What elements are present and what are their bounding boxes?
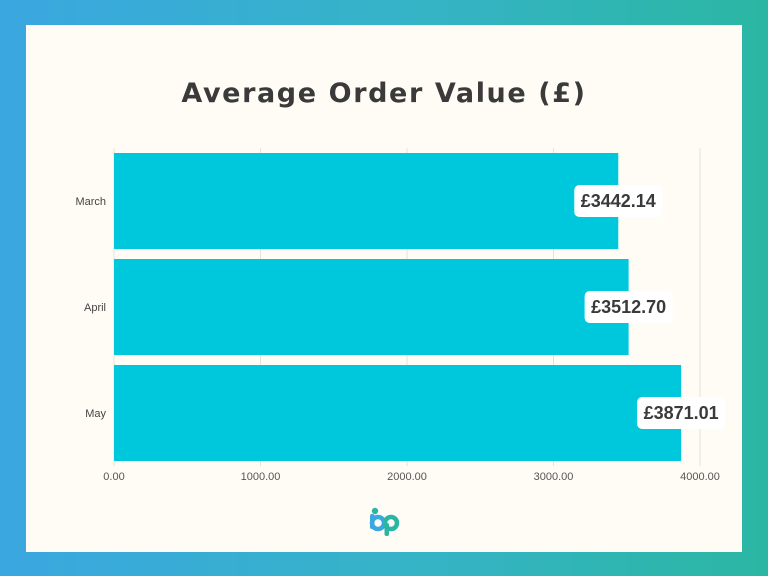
bar-march bbox=[114, 153, 619, 249]
x-tick-label: 2000.00 bbox=[387, 471, 427, 483]
category-labels: March April May bbox=[75, 196, 106, 420]
x-tick-labels: 0.00 1000.00 2000.00 3000.00 4000.00 bbox=[103, 471, 720, 483]
bars bbox=[114, 153, 682, 461]
category-label: March bbox=[75, 196, 106, 208]
x-tick-label: 3000.00 bbox=[534, 471, 574, 483]
category-label: May bbox=[85, 408, 106, 420]
bp-logo-icon bbox=[369, 507, 400, 536]
value-label-box bbox=[584, 291, 673, 323]
value-label-text: £3512.70 bbox=[591, 297, 666, 317]
value-label-text: £3871.01 bbox=[644, 403, 719, 423]
value-labels: £3442.14 £3512.70 £3871.01 bbox=[574, 185, 726, 429]
x-tick-label: 0.00 bbox=[103, 471, 124, 483]
value-label: £3442.14 bbox=[574, 185, 663, 217]
value-label-box bbox=[637, 397, 726, 429]
value-label: £3871.01 bbox=[637, 397, 726, 429]
x-tick-label: 4000.00 bbox=[680, 471, 720, 483]
value-label-text: £3442.14 bbox=[581, 191, 656, 211]
x-tick-label: 1000.00 bbox=[241, 471, 281, 483]
bar-may bbox=[114, 365, 682, 461]
category-label: April bbox=[84, 302, 106, 314]
value-label-box bbox=[574, 185, 663, 217]
bar-april bbox=[114, 259, 629, 355]
chart-title: Average Order Value (£) bbox=[181, 78, 587, 109]
value-label: £3512.70 bbox=[584, 291, 673, 323]
